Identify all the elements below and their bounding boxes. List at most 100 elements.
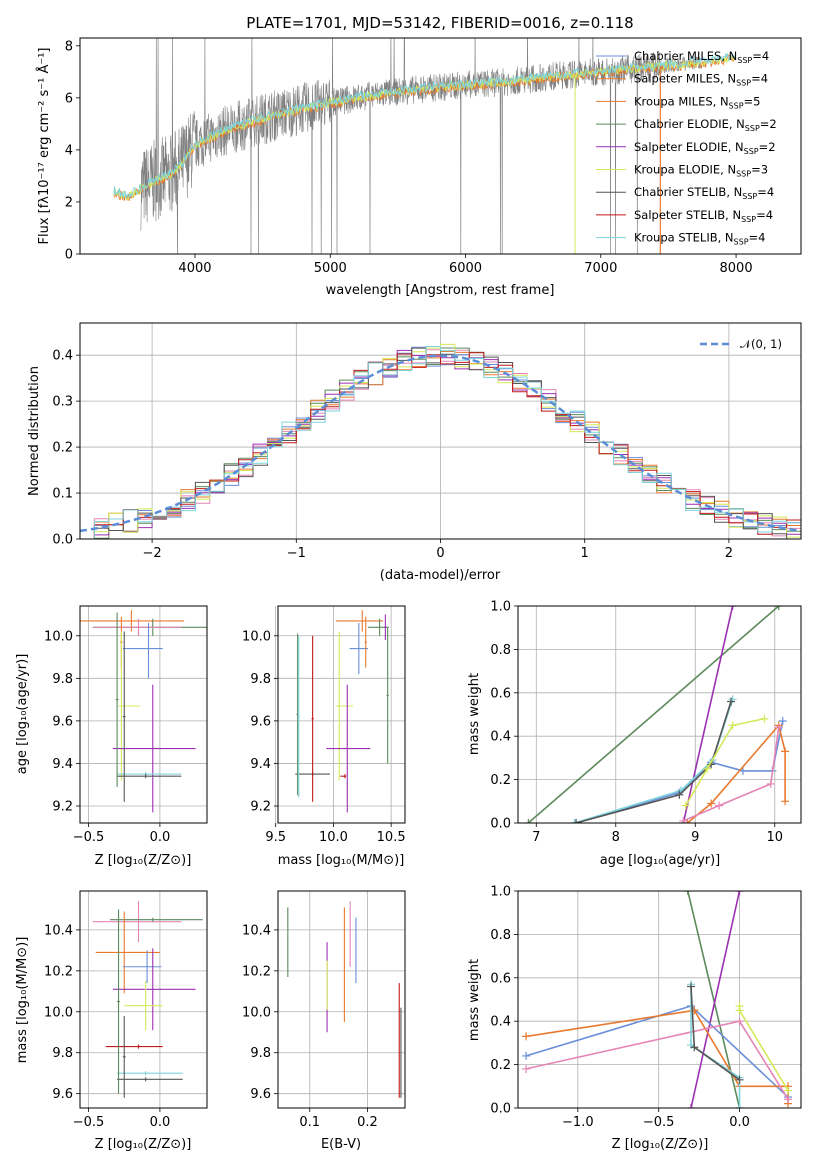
spectrum-ytick-label: 8 — [65, 39, 73, 54]
mass_vs_Z-ytick-label: 10.0 — [44, 1005, 73, 1020]
weight_vs_age-marker — [679, 816, 688, 823]
legend-label-kroupa_elodie: Kroupa ELODIE, NSSP=3 — [634, 163, 768, 179]
mass_vs_Z-xtick-label: −0.5 — [73, 1115, 105, 1130]
age_vs_mass-point — [386, 627, 389, 764]
weight_vs_age-line-salpeter_elodie — [682, 606, 734, 823]
age_vs_mass-point — [297, 635, 300, 798]
weight_vs_Z-line-chabrier_miles — [525, 1005, 789, 1098]
weight_vs_age-xtick-label: 9 — [691, 830, 699, 845]
legend-value: =4 — [756, 208, 773, 222]
observed-spectrum-line — [140, 38, 661, 254]
mass_vs_Z-point — [105, 1044, 163, 1049]
wage-ylabel: mass weight — [467, 673, 482, 755]
mass_vs_Z-point — [117, 1071, 183, 1076]
weight_vs_Z-marker — [522, 1064, 531, 1073]
weight_vs_age-marker — [570, 819, 579, 823]
spectrum-xtick-label: 6000 — [449, 261, 482, 276]
legend-value: =2 — [760, 117, 777, 131]
massz-ylabel: mass [log₁₀(M/M⊙)] — [15, 937, 30, 1064]
age_vs_Z-point — [122, 631, 126, 802]
spectrum-xlabel: wavelength [Angstrom, rest frame] — [326, 283, 555, 298]
residuals-frame — [79, 322, 802, 540]
weight_vs_Z-marker — [735, 1075, 744, 1084]
mass_vs_Z-xtick-label: 0.0 — [150, 1115, 171, 1130]
legend-label-salpeter_elodie: Salpeter ELODIE, NSSP=2 — [634, 140, 776, 156]
weight_vs_Z-marker — [690, 1043, 699, 1052]
age_vs_Z-point — [115, 612, 119, 787]
age_vs_mass-ytick-label: 9.2 — [250, 799, 271, 814]
age_vs_mass-xtick-label: 9.5 — [265, 830, 286, 845]
residuals-xtick-label: 2 — [725, 546, 733, 561]
age_vs_mass-xtick-label: 10.0 — [319, 830, 348, 845]
age_vs_mass-point — [335, 631, 354, 781]
weight_vs_age-ytick-label: 0.6 — [490, 686, 511, 701]
residuals-xtick-label: −1 — [287, 546, 306, 561]
weight_vs_age-marker — [760, 714, 769, 723]
legend-label-chabrier_miles: Chabrier MILES, NSSP=4 — [634, 49, 769, 65]
legend-value: =4 — [757, 185, 774, 199]
mass_vs_Z-point — [117, 909, 120, 1094]
weight_vs_age-marker — [715, 801, 724, 810]
spectrum-xtick-label: 4000 — [178, 261, 211, 276]
legend-value: =5 — [744, 94, 761, 108]
weight_vs_Z-line-salpeter_elodie — [690, 891, 741, 1108]
age_vs_Z-xtick-label: −0.5 — [73, 830, 105, 845]
weight_vs_age-marker — [728, 606, 737, 610]
residuals-axes: −2 −1 0 1 2 0.0 0.1 0.2 0.3 0.4 — [52, 323, 802, 561]
weight_vs_age-ytick-label: 0.4 — [490, 730, 511, 745]
spectrum-xtick-label: 5000 — [314, 261, 347, 276]
legend-subscript: SSP — [737, 56, 752, 65]
weight_vs_age-xtick-label: 8 — [612, 830, 620, 845]
legend-value: =2 — [759, 140, 776, 154]
legend-label-chabrier_elodie: Chabrier ELODIE, NSSP=2 — [634, 117, 777, 133]
weight_vs_Z-marker — [687, 1104, 696, 1108]
legend-label-kroupa_stelib: Kroupa STELIB, NSSP=4 — [634, 231, 765, 247]
age_vs_mass-frame — [277, 605, 406, 824]
age_vs_Z-point — [92, 618, 182, 636]
weight_vs_Z-marker — [687, 982, 696, 991]
residuals-xlabel: (data-model)/error — [380, 568, 501, 583]
weight_vs_age-marker — [572, 819, 581, 823]
mass_vs_Z-frame — [79, 890, 208, 1109]
age_vs_mass-point — [340, 774, 347, 779]
weight_vs_age-marker — [524, 819, 533, 823]
residuals-ytick-label: 0.4 — [52, 349, 73, 364]
normal-curve — [79, 354, 802, 533]
weight_vs_age-xtick-label: 10 — [766, 830, 783, 845]
weight_vs_age-marker — [703, 764, 712, 773]
weight_vs_age-marker — [681, 801, 690, 810]
legend-subscript: SSP — [744, 147, 759, 156]
spectrum-ytick-label: 6 — [65, 91, 73, 106]
weight_vs_Z-ytick-label: 0.8 — [490, 928, 511, 943]
weight_vs_age-marker — [774, 606, 783, 610]
legend-subscript: SSP — [742, 192, 757, 201]
weight_vs_age-ytick-label: 1.0 — [490, 600, 511, 615]
age_vs_mass-axes: 9.5 10.0 10.5 9.2 9.4 9.6 9.8 10.0 — [242, 606, 406, 845]
residuals-ytick-label: 0.1 — [52, 487, 73, 502]
age_vs_Z-frame — [79, 605, 208, 824]
mass_vs_ebv-ytick-label: 10.4 — [242, 923, 271, 938]
age_vs_Z-point — [112, 684, 196, 813]
spectrum-frame — [79, 37, 802, 255]
spectrum-title: PLATE=1701, MJD=53142, FIBERID=0016, z=0… — [246, 14, 633, 32]
mass_vs_Z-point — [117, 1077, 183, 1082]
mass_vs_Z-ytick-label: 9.6 — [52, 1087, 73, 1102]
spectrum-ytick-label: 4 — [65, 143, 73, 158]
mass_vs_ebv-xtick-label: 0.1 — [299, 1115, 320, 1130]
weight_vs_Z-line-kroupa_elodie — [738, 1006, 789, 1092]
residuals-panel: (data-model)/error Normed distribution 𝒩… — [27, 337, 782, 583]
legend-subscript: SSP — [736, 79, 751, 88]
weight_vs_age-frame — [517, 605, 802, 824]
residuals-xtick-label: −2 — [143, 546, 162, 561]
legend-value: =4 — [752, 49, 769, 63]
residuals-xtick-label: 0 — [436, 546, 444, 561]
mass_vs_Z-point — [122, 950, 162, 984]
legend-subscript: SSP — [734, 238, 749, 247]
weight_vs_Z-marker — [735, 891, 744, 895]
age-vs-mass-panel: mass [log₁₀(M/M⊙)] — [278, 853, 405, 868]
weight_vs_age-marker — [727, 697, 736, 706]
mass_vs_ebv-ytick-label: 10.2 — [242, 964, 271, 979]
spectrum-panel: PLATE=1701, MJD=53142, FIBERID=0016, z=0… — [36, 14, 634, 298]
weight_vs_Z-marker — [784, 1095, 793, 1104]
age_vs_mass-ytick-label: 10.0 — [242, 629, 271, 644]
